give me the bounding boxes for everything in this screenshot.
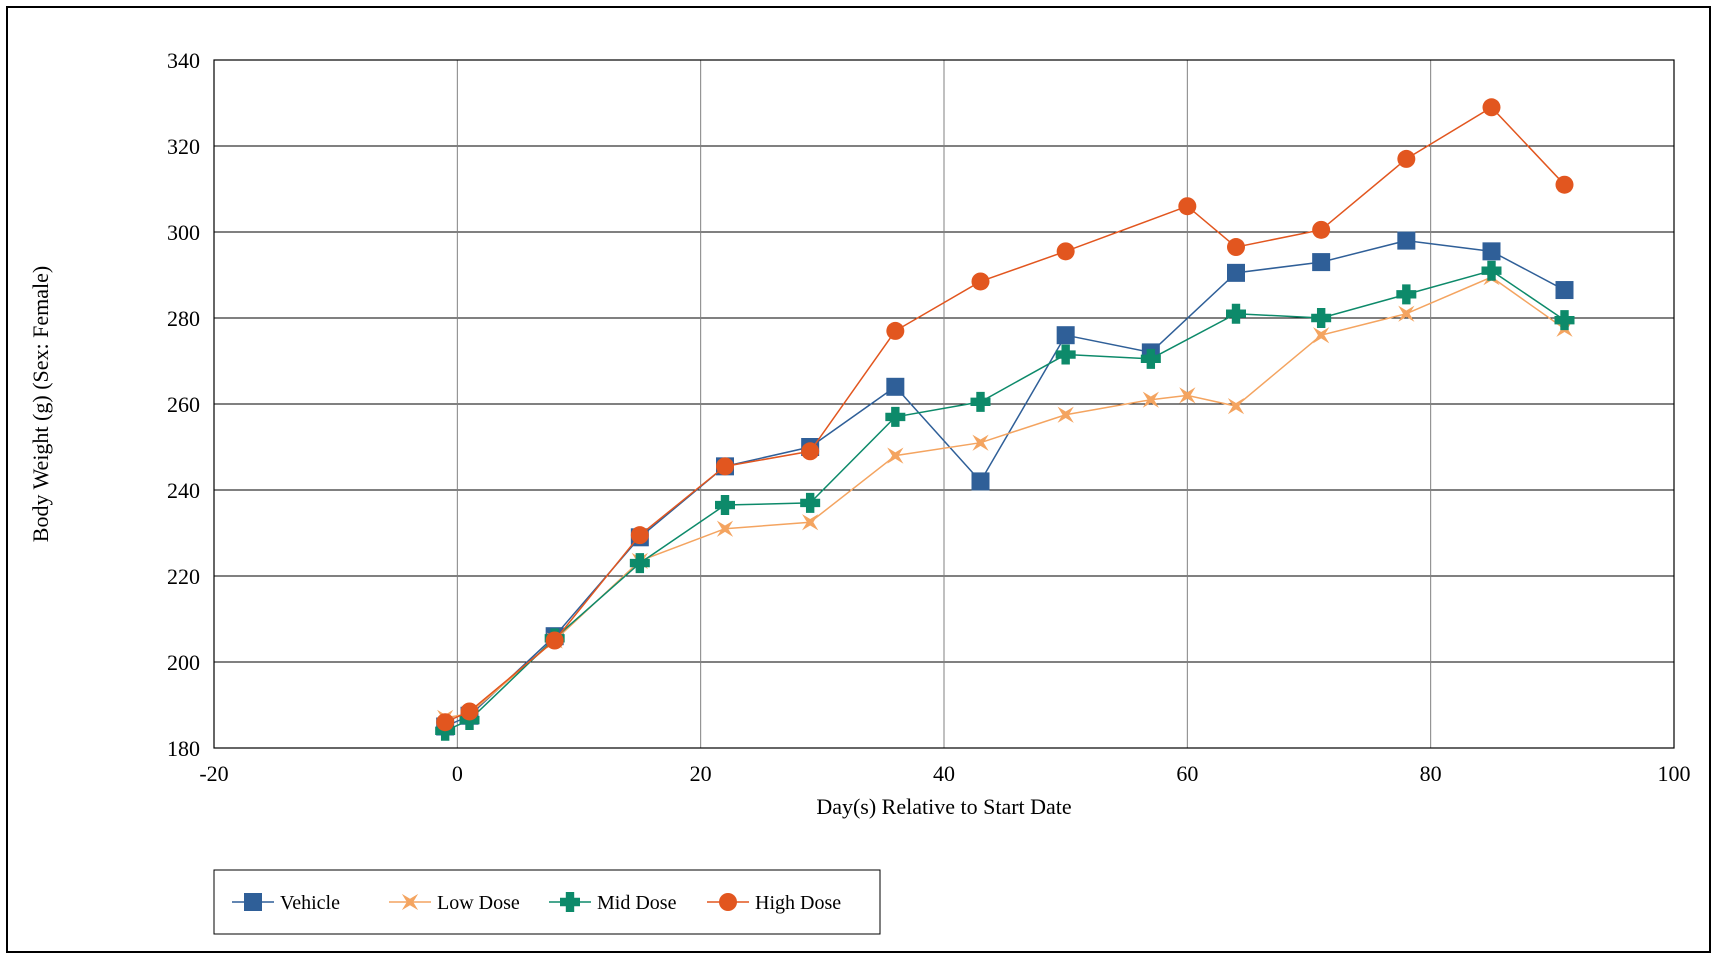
data-point xyxy=(1055,344,1076,365)
x-tick-label: 60 xyxy=(1176,761,1198,786)
legend-item: High Dose xyxy=(707,892,841,914)
data-point xyxy=(1227,238,1245,257)
y-tick-label: 260 xyxy=(167,392,200,417)
legend-item: Vehicle xyxy=(232,892,340,914)
legend-label: Low Dose xyxy=(437,892,520,914)
data-point xyxy=(972,434,989,451)
legend-item: Low Dose xyxy=(389,892,520,914)
data-point xyxy=(1056,326,1075,345)
x-axis-ticks: -20 0 20 40 60 80 100 xyxy=(199,761,1690,786)
data-point xyxy=(1397,149,1416,168)
legend-item: Mid Dose xyxy=(549,892,677,914)
legend-marker xyxy=(401,893,419,911)
legend-marker xyxy=(244,893,262,911)
data-point xyxy=(1140,348,1161,369)
x-axis-title: Day(s) Relative to Start Date xyxy=(816,794,1071,819)
legend-label: Mid Dose xyxy=(597,892,677,914)
data-point xyxy=(886,321,905,340)
data-point xyxy=(1554,310,1575,331)
series-group xyxy=(435,98,1575,741)
data-point xyxy=(1555,175,1574,194)
data-point xyxy=(1555,281,1574,300)
data-point xyxy=(716,457,734,476)
data-point xyxy=(715,495,735,516)
data-point xyxy=(1397,231,1416,250)
x-tick-label: -20 xyxy=(199,761,228,786)
data-point xyxy=(1481,260,1502,281)
series-line xyxy=(445,276,1565,719)
data-point xyxy=(460,702,479,721)
data-point xyxy=(1056,242,1075,261)
x-tick-label: 20 xyxy=(690,761,712,786)
data-point xyxy=(716,520,734,537)
data-point xyxy=(802,514,819,531)
data-point xyxy=(971,472,990,491)
legend-box xyxy=(213,869,881,935)
chart-frame: 180 200 220 240 260 280 300 320 340 -20 0 20 40 60 80… xyxy=(6,6,1711,953)
y-tick-label: 340 xyxy=(167,48,200,73)
legend-label: High Dose xyxy=(755,892,841,914)
data-point xyxy=(1396,284,1417,305)
data-point xyxy=(1179,387,1196,404)
legend: Vehicle Low Dose Mid Dose High Dose xyxy=(213,869,881,935)
data-point xyxy=(629,553,650,574)
x-tick-label: 80 xyxy=(1420,761,1442,786)
plot-area-border xyxy=(213,59,1675,749)
y-tick-label: 220 xyxy=(167,564,200,589)
data-point xyxy=(801,442,820,461)
y-tick-label: 240 xyxy=(167,478,200,503)
series-vehicle xyxy=(436,231,1574,736)
data-point xyxy=(1226,303,1246,324)
y-tick-label: 320 xyxy=(167,134,200,159)
series-mid-dose xyxy=(435,260,1575,741)
data-point xyxy=(887,447,904,464)
x-tick-label: 40 xyxy=(933,761,955,786)
y-tick-label: 180 xyxy=(167,736,200,761)
y-tick-label: 200 xyxy=(167,650,200,675)
gridlines xyxy=(213,59,1675,749)
series-high-dose xyxy=(436,98,1574,732)
x-tick-label: 100 xyxy=(1658,761,1691,786)
series-low-dose xyxy=(437,269,1573,727)
line-chart: 180 200 220 240 260 280 300 320 340 -20 0 20 40 60 80… xyxy=(28,48,1691,935)
data-point xyxy=(630,526,649,545)
data-point xyxy=(885,406,906,427)
data-point xyxy=(1482,98,1501,117)
y-tick-label: 280 xyxy=(167,306,200,331)
series-line xyxy=(444,106,1566,723)
data-point xyxy=(436,713,455,732)
data-point xyxy=(1057,406,1074,423)
y-axis-title: Body Weight (g) (Sex: Female) xyxy=(28,266,53,542)
data-point xyxy=(1398,305,1415,322)
data-point xyxy=(970,391,991,412)
series-line xyxy=(444,239,1565,728)
data-point xyxy=(800,492,821,513)
data-point xyxy=(1313,327,1330,344)
data-point xyxy=(1311,308,1332,328)
legend-marker xyxy=(719,893,737,911)
data-point xyxy=(1142,391,1159,408)
data-point xyxy=(1482,242,1501,261)
y-axis-ticks: 180 200 220 240 260 280 300 320 340 xyxy=(167,48,200,761)
data-point xyxy=(1312,220,1331,239)
data-point xyxy=(1227,398,1245,415)
data-point xyxy=(1227,263,1245,282)
data-point xyxy=(971,272,990,291)
data-point xyxy=(1312,253,1331,272)
legend-marker xyxy=(560,892,580,912)
x-tick-label: 0 xyxy=(452,761,463,786)
y-tick-label: 300 xyxy=(167,220,200,245)
legend-label: Vehicle xyxy=(280,892,340,914)
data-point xyxy=(886,377,905,396)
data-point xyxy=(545,631,564,650)
data-point xyxy=(1178,197,1197,216)
